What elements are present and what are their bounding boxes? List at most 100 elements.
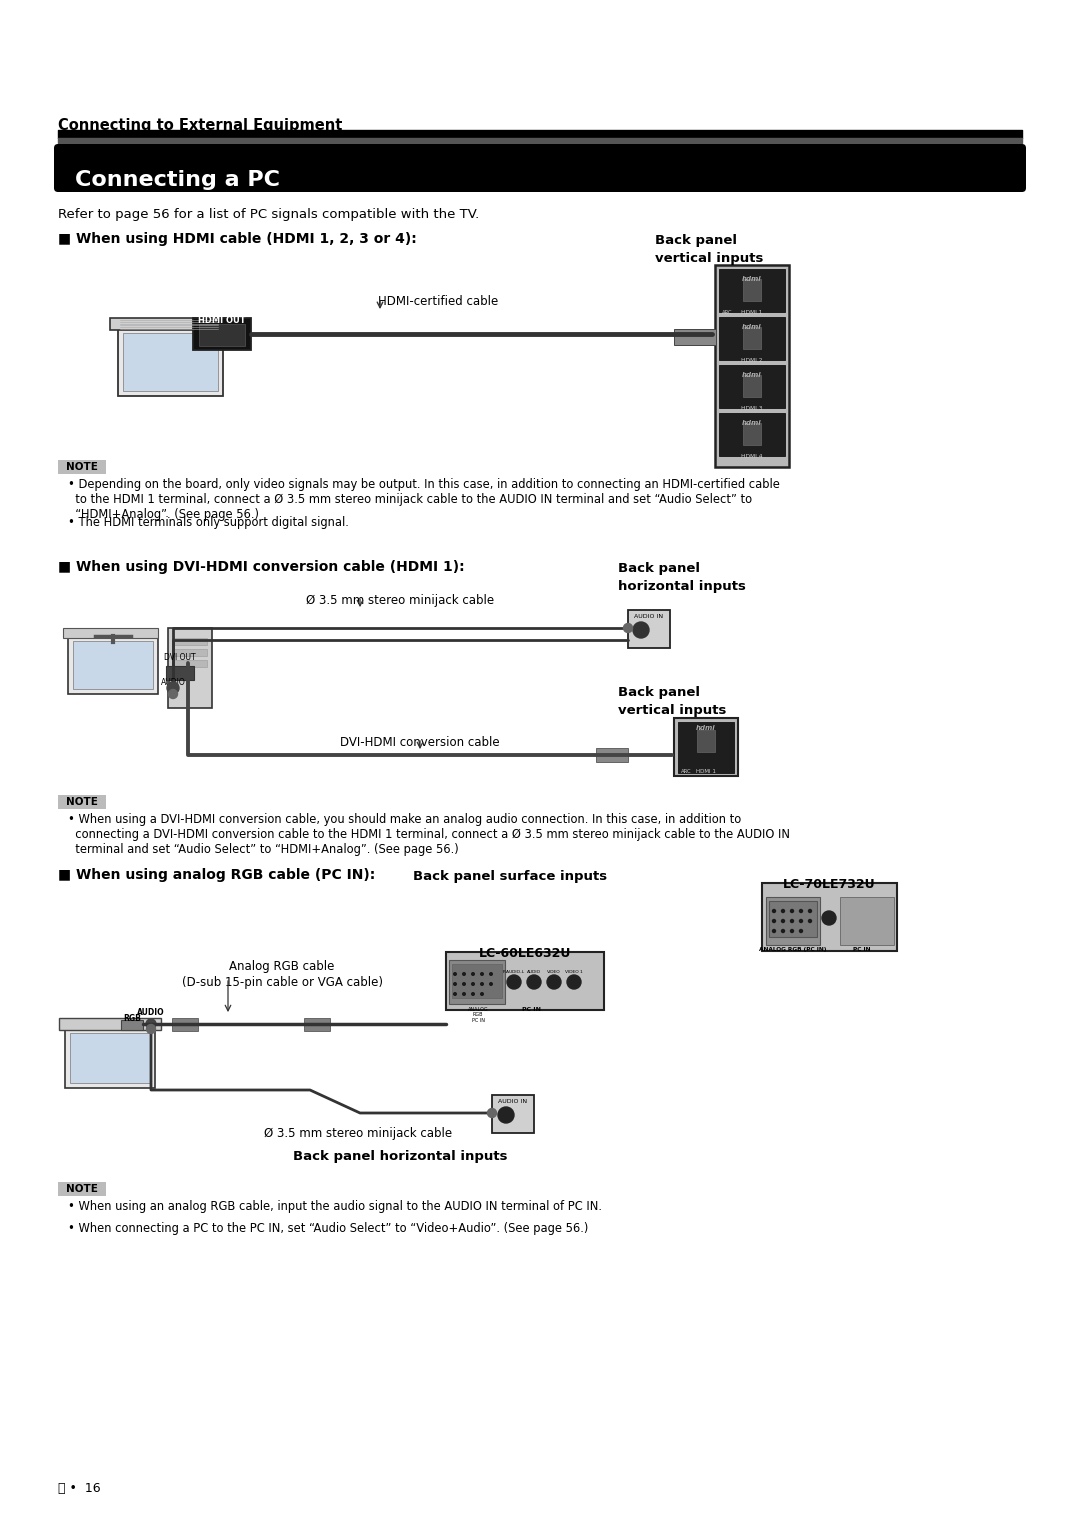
Text: NOTE: NOTE [66, 463, 98, 472]
Circle shape [481, 993, 484, 996]
Text: Ø 3.5 mm stereo minijack cable: Ø 3.5 mm stereo minijack cable [264, 1127, 453, 1141]
Bar [58, 796, 106, 809]
Text: • When connecting a PC to the PC IN, set “Audio Select” to “Video+Audio”. (See p: • When connecting a PC to the PC IN, set… [68, 1222, 589, 1235]
Bar [193, 318, 251, 350]
Text: hdmi: hdmi [742, 420, 761, 426]
Circle shape [782, 919, 784, 922]
Text: • The HDMI terminals only support digital signal.: • The HDMI terminals only support digita… [68, 516, 349, 528]
Text: HDMI 2: HDMI 2 [741, 357, 762, 363]
Bar [166, 666, 194, 680]
Circle shape [809, 919, 811, 922]
Text: Ø 3.5 mm stereo minijack cable: Ø 3.5 mm stereo minijack cable [306, 594, 494, 608]
Text: Back panel horizontal inputs: Back panel horizontal inputs [293, 1150, 508, 1164]
Circle shape [791, 910, 794, 913]
Bar [492, 1095, 534, 1133]
Text: Back panel surface inputs: Back panel surface inputs [413, 870, 607, 883]
Text: • Depending on the board, only video signals may be output. In this case, in add: • Depending on the board, only video sig… [68, 478, 780, 521]
Text: AUDIO: AUDIO [161, 678, 186, 687]
Text: ■ When using HDMI cable (HDMI 1, 2, 3 or 4):: ■ When using HDMI cable (HDMI 1, 2, 3 or… [58, 232, 417, 246]
Bar [674, 328, 716, 345]
Bar [743, 279, 761, 301]
Bar [743, 376, 761, 397]
Text: P-AUDIO-L: P-AUDIO-L [503, 970, 525, 974]
Text: HDMI-certified cable: HDMI-certified cable [378, 295, 498, 308]
Bar [719, 318, 785, 360]
Text: hdmi: hdmi [742, 276, 761, 282]
Circle shape [772, 910, 775, 913]
Text: • When using an analog RGB cable, input the audio signal to the AUDIO IN termina: • When using an analog RGB cable, input … [68, 1200, 602, 1212]
Bar [63, 628, 158, 638]
Bar [627, 609, 670, 647]
Text: Back panel
vertical inputs: Back panel vertical inputs [654, 234, 764, 266]
Circle shape [546, 976, 561, 989]
Text: ⓔ •  16: ⓔ • 16 [58, 1483, 100, 1495]
Circle shape [472, 973, 474, 976]
Circle shape [146, 1019, 156, 1029]
Circle shape [791, 930, 794, 933]
Circle shape [799, 919, 802, 922]
Circle shape [168, 690, 177, 698]
Circle shape [462, 973, 465, 976]
Text: VIDEO: VIDEO [548, 970, 561, 974]
Bar [303, 1019, 330, 1031]
Bar [168, 628, 212, 709]
Text: NOTE: NOTE [66, 797, 98, 806]
Circle shape [782, 910, 784, 913]
Bar [719, 269, 785, 312]
Circle shape [487, 1109, 497, 1118]
Text: PC IN: PC IN [853, 947, 870, 951]
Circle shape [472, 983, 474, 985]
Bar [118, 328, 222, 395]
Text: LC-70LE732U: LC-70LE732U [783, 878, 875, 890]
Text: Connecting to External Equipment: Connecting to External Equipment [58, 118, 342, 133]
Text: ARC: ARC [723, 310, 732, 315]
Bar [762, 883, 897, 951]
Bar [715, 266, 789, 467]
Bar [70, 1032, 150, 1083]
Text: ARC: ARC [681, 770, 691, 774]
Bar [446, 951, 604, 1009]
Text: • When using a DVI-HDMI conversion cable, you should make an analog audio connec: • When using a DVI-HDMI conversion cable… [68, 812, 789, 857]
Bar [121, 1020, 143, 1031]
Bar [58, 460, 106, 473]
Bar [173, 660, 207, 667]
Circle shape [633, 621, 649, 638]
Text: hdmi: hdmi [742, 324, 761, 330]
Text: HDMI 4: HDMI 4 [741, 454, 762, 460]
Bar [697, 730, 715, 751]
Text: PC IN: PC IN [522, 1006, 540, 1012]
Text: AUDIO IN: AUDIO IN [634, 614, 663, 618]
Text: LC-60LE632U: LC-60LE632U [478, 947, 571, 960]
Circle shape [462, 993, 465, 996]
Text: HDMI 1: HDMI 1 [741, 310, 762, 315]
Text: ANALOG RGB (PC IN): ANALOG RGB (PC IN) [759, 947, 827, 951]
Circle shape [507, 976, 521, 989]
Circle shape [809, 910, 811, 913]
Bar [123, 333, 218, 391]
Circle shape [147, 1025, 156, 1034]
Text: RGB: RGB [123, 1014, 140, 1023]
Bar [449, 960, 505, 1003]
Text: NOTE: NOTE [66, 1183, 98, 1194]
Circle shape [481, 973, 484, 976]
Text: DVI-HDMI conversion cable: DVI-HDMI conversion cable [340, 736, 500, 750]
Text: HDMI 3: HDMI 3 [741, 406, 762, 411]
Text: ■ When using analog RGB cable (PC IN):: ■ When using analog RGB cable (PC IN): [58, 867, 375, 883]
Bar [199, 324, 245, 347]
Bar [172, 1019, 198, 1031]
Circle shape [772, 930, 775, 933]
Text: HDMI 1: HDMI 1 [697, 770, 716, 774]
Circle shape [454, 983, 457, 985]
Text: AUDIO: AUDIO [527, 970, 541, 974]
Circle shape [167, 683, 179, 693]
Text: Refer to page 56 for a list of PC signals compatible with the TV.: Refer to page 56 for a list of PC signal… [58, 208, 480, 221]
Text: hdmi: hdmi [742, 373, 761, 379]
Bar [59, 1019, 161, 1031]
Bar [173, 649, 207, 657]
Circle shape [489, 973, 492, 976]
Circle shape [527, 976, 541, 989]
Text: Connecting a PC: Connecting a PC [75, 169, 280, 189]
Text: ANALOG
RGB
PC IN: ANALOG RGB PC IN [468, 1006, 488, 1023]
Text: AUDIO: AUDIO [137, 1008, 165, 1017]
Circle shape [462, 983, 465, 985]
